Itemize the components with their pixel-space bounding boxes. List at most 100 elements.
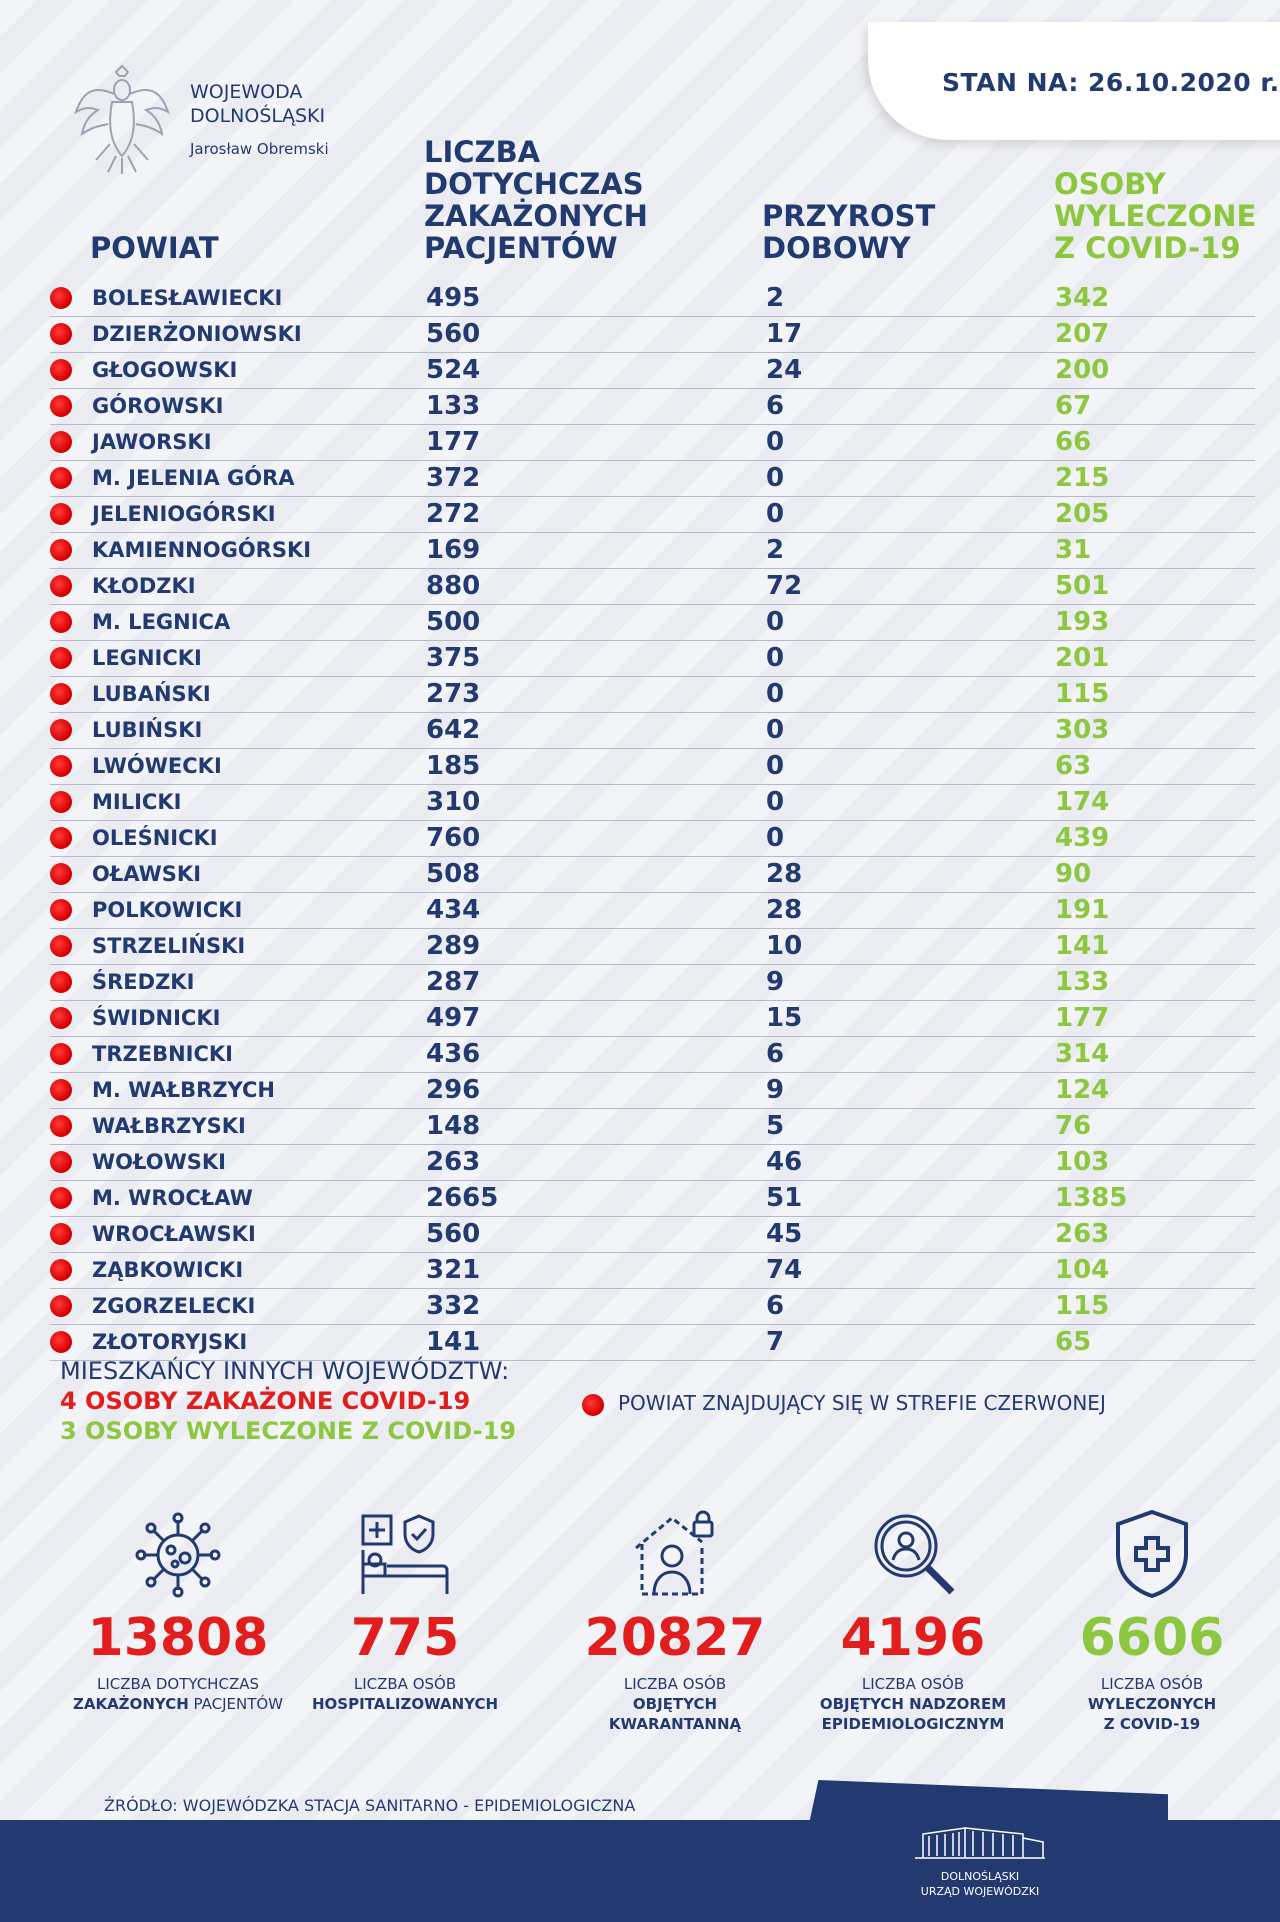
recovered-count: 65: [1055, 1327, 1092, 1357]
red-zone-dot-icon: [582, 1393, 604, 1416]
recovered-count: 90: [1055, 859, 1092, 889]
total-cases: 263: [426, 1147, 481, 1177]
recovered-count: 63: [1055, 751, 1092, 781]
recovered-count: 207: [1055, 319, 1110, 349]
powiat-table: BOLESŁAWIECKI 495 2 342 DZIERŻONIOWSKI 560 17 2…: [50, 281, 1255, 1361]
daily-increase: 9: [766, 1075, 785, 1105]
daily-increase: 0: [766, 679, 785, 709]
red-zone-dot-icon: [50, 1259, 72, 1281]
powiat-name: KŁODZKI: [92, 574, 196, 598]
note-title: MIESZKAŃCY INNYCH WOJEWÓDZTW:: [60, 1357, 510, 1385]
table-row: M. WAŁBRZYCH 296 9 124: [50, 1073, 1255, 1109]
red-zone-dot-icon: [50, 1007, 72, 1029]
column-header-wyleczone: OSOBY WYLECZONE Z COVID-19: [1054, 167, 1257, 265]
total-cases: 310: [426, 787, 481, 817]
table-row: OŁAWSKI 508 28 90: [50, 857, 1255, 893]
powiat-name: ZĄBKOWICKI: [92, 1258, 244, 1282]
total-cases: 375: [426, 643, 481, 673]
table-row: KAMIENNOGÓRSKI 169 2 31: [50, 533, 1255, 569]
total-cases: 332: [426, 1291, 481, 1321]
daily-increase: 10: [766, 931, 803, 961]
daily-increase: 0: [766, 715, 785, 745]
recovered-count: 76: [1055, 1111, 1092, 1141]
powiat-name: ZŁOTORYJSKI: [92, 1330, 248, 1354]
powiat-name: M. JELENIA GÓRA: [92, 466, 295, 490]
recovered-count: 263: [1055, 1219, 1110, 1249]
red-zone-dot-icon: [50, 395, 72, 417]
office-holder-name: Jarosław Obremski: [190, 140, 329, 158]
red-zone-dot-icon: [50, 503, 72, 525]
powiat-name: KAMIENNOGÓRSKI: [92, 538, 312, 562]
red-zone-dot-icon: [50, 539, 72, 561]
red-zone-dot-icon: [50, 1151, 72, 1173]
red-zone-dot-icon: [50, 755, 72, 777]
red-zone-dot-icon: [50, 323, 72, 345]
red-zone-dot-icon: [50, 611, 72, 633]
red-zone-dot-icon: [50, 1079, 72, 1101]
table-row: KŁODZKI 880 72 501: [50, 569, 1255, 605]
daily-increase: 0: [766, 751, 785, 781]
daily-increase: 45: [766, 1219, 803, 1249]
column-header-powiat: POWIAT: [90, 231, 219, 265]
table-row: WOŁOWSKI 263 46 103: [50, 1145, 1255, 1181]
powiat-name: LWÓWECKI: [92, 754, 222, 778]
table-row: JELENIOGÓRSKI 272 0 205: [50, 497, 1255, 533]
hospital-bed-icon: [290, 1500, 520, 1600]
daily-increase: 6: [766, 391, 785, 421]
column-header-liczba: LICZBA DOTYCHCZAS ZAKAŻONYCH PACJENTÓW: [424, 135, 648, 265]
table-row: GŁOGOWSKI 524 24 200: [50, 353, 1255, 389]
quarantine-home-icon: [560, 1500, 790, 1600]
daily-increase: 2: [766, 283, 785, 313]
total-cases: 272: [426, 499, 481, 529]
table-row: STRZELIŃSKI 289 10 141: [50, 929, 1255, 965]
recovered-count: 103: [1055, 1147, 1110, 1177]
stat-card: 775 LICZBA OSÓB HOSPITALIZOWANYCH: [290, 1500, 520, 1714]
powiat-name: ZGORZELECKI: [92, 1294, 256, 1318]
source-note: ŹRÓDŁO: WOJEWÓDZKA STACJA SANITARNO - EP…: [104, 1796, 636, 1815]
recovered-count: 31: [1055, 535, 1092, 565]
red-zone-dot-icon: [50, 287, 72, 309]
table-row: WAŁBRZYSKI 148 5 76: [50, 1109, 1255, 1145]
powiat-name: ŚREDZKI: [92, 970, 195, 994]
daily-increase: 72: [766, 571, 803, 601]
daily-increase: 15: [766, 1003, 803, 1033]
stat-card: 6606 LICZBA OSÓB WYLECZONYCH Z COVID-19: [1037, 1500, 1267, 1734]
recovered-count: 215: [1055, 463, 1110, 493]
red-zone-dot-icon: [50, 683, 72, 705]
recovered-count: 115: [1055, 1291, 1110, 1321]
virus-icon: [63, 1500, 293, 1600]
powiat-name: DZIERŻONIOWSKI: [92, 322, 302, 346]
powiat-name: WROCŁAWSKI: [92, 1222, 256, 1246]
total-cases: 321: [426, 1255, 481, 1285]
recovered-count: 174: [1055, 787, 1110, 817]
powiat-name: JELENIOGÓRSKI: [92, 502, 276, 526]
column-header-przyrost: PRZYROST DOBOWY: [762, 199, 936, 265]
red-zone-dot-icon: [50, 467, 72, 489]
red-zone-dot-icon: [50, 935, 72, 957]
powiat-name: M. WROCŁAW: [92, 1186, 253, 1210]
total-cases: 141: [426, 1327, 481, 1357]
recovered-count: 191: [1055, 895, 1110, 925]
table-row: MILICKI 310 0 174: [50, 785, 1255, 821]
recovered-count: 104: [1055, 1255, 1110, 1285]
daily-increase: 0: [766, 607, 785, 637]
stat-label: LICZBA OSÓB OBJĘTYCH NADZOREM EPIDEMIOLOGI…: [819, 1675, 1007, 1733]
recovered-count: 342: [1055, 283, 1110, 313]
powiat-name: POLKOWICKI: [92, 898, 243, 922]
daily-increase: 24: [766, 355, 803, 385]
red-zone-dot-icon: [50, 1331, 72, 1353]
recovered-count: 439: [1055, 823, 1110, 853]
total-cases: 508: [426, 859, 481, 889]
recovered-count: 124: [1055, 1075, 1110, 1105]
recovered-count: 314: [1055, 1039, 1110, 1069]
building-icon: [915, 1827, 1045, 1859]
red-zone-legend: POWIAT ZNAJDUJĄCY SIĘ W STREFIE CZERWONE…: [582, 1391, 1106, 1416]
red-zone-dot-icon: [50, 1115, 72, 1137]
total-cases: 2665: [426, 1183, 499, 1213]
powiat-name: LUBAŃSKI: [92, 682, 211, 706]
shield-cross-icon: [1037, 1500, 1267, 1600]
red-zone-dot-icon: [50, 647, 72, 669]
red-zone-dot-icon: [50, 1223, 72, 1245]
table-row: BOLESŁAWIECKI 495 2 342: [50, 281, 1255, 317]
daily-increase: 28: [766, 859, 803, 889]
